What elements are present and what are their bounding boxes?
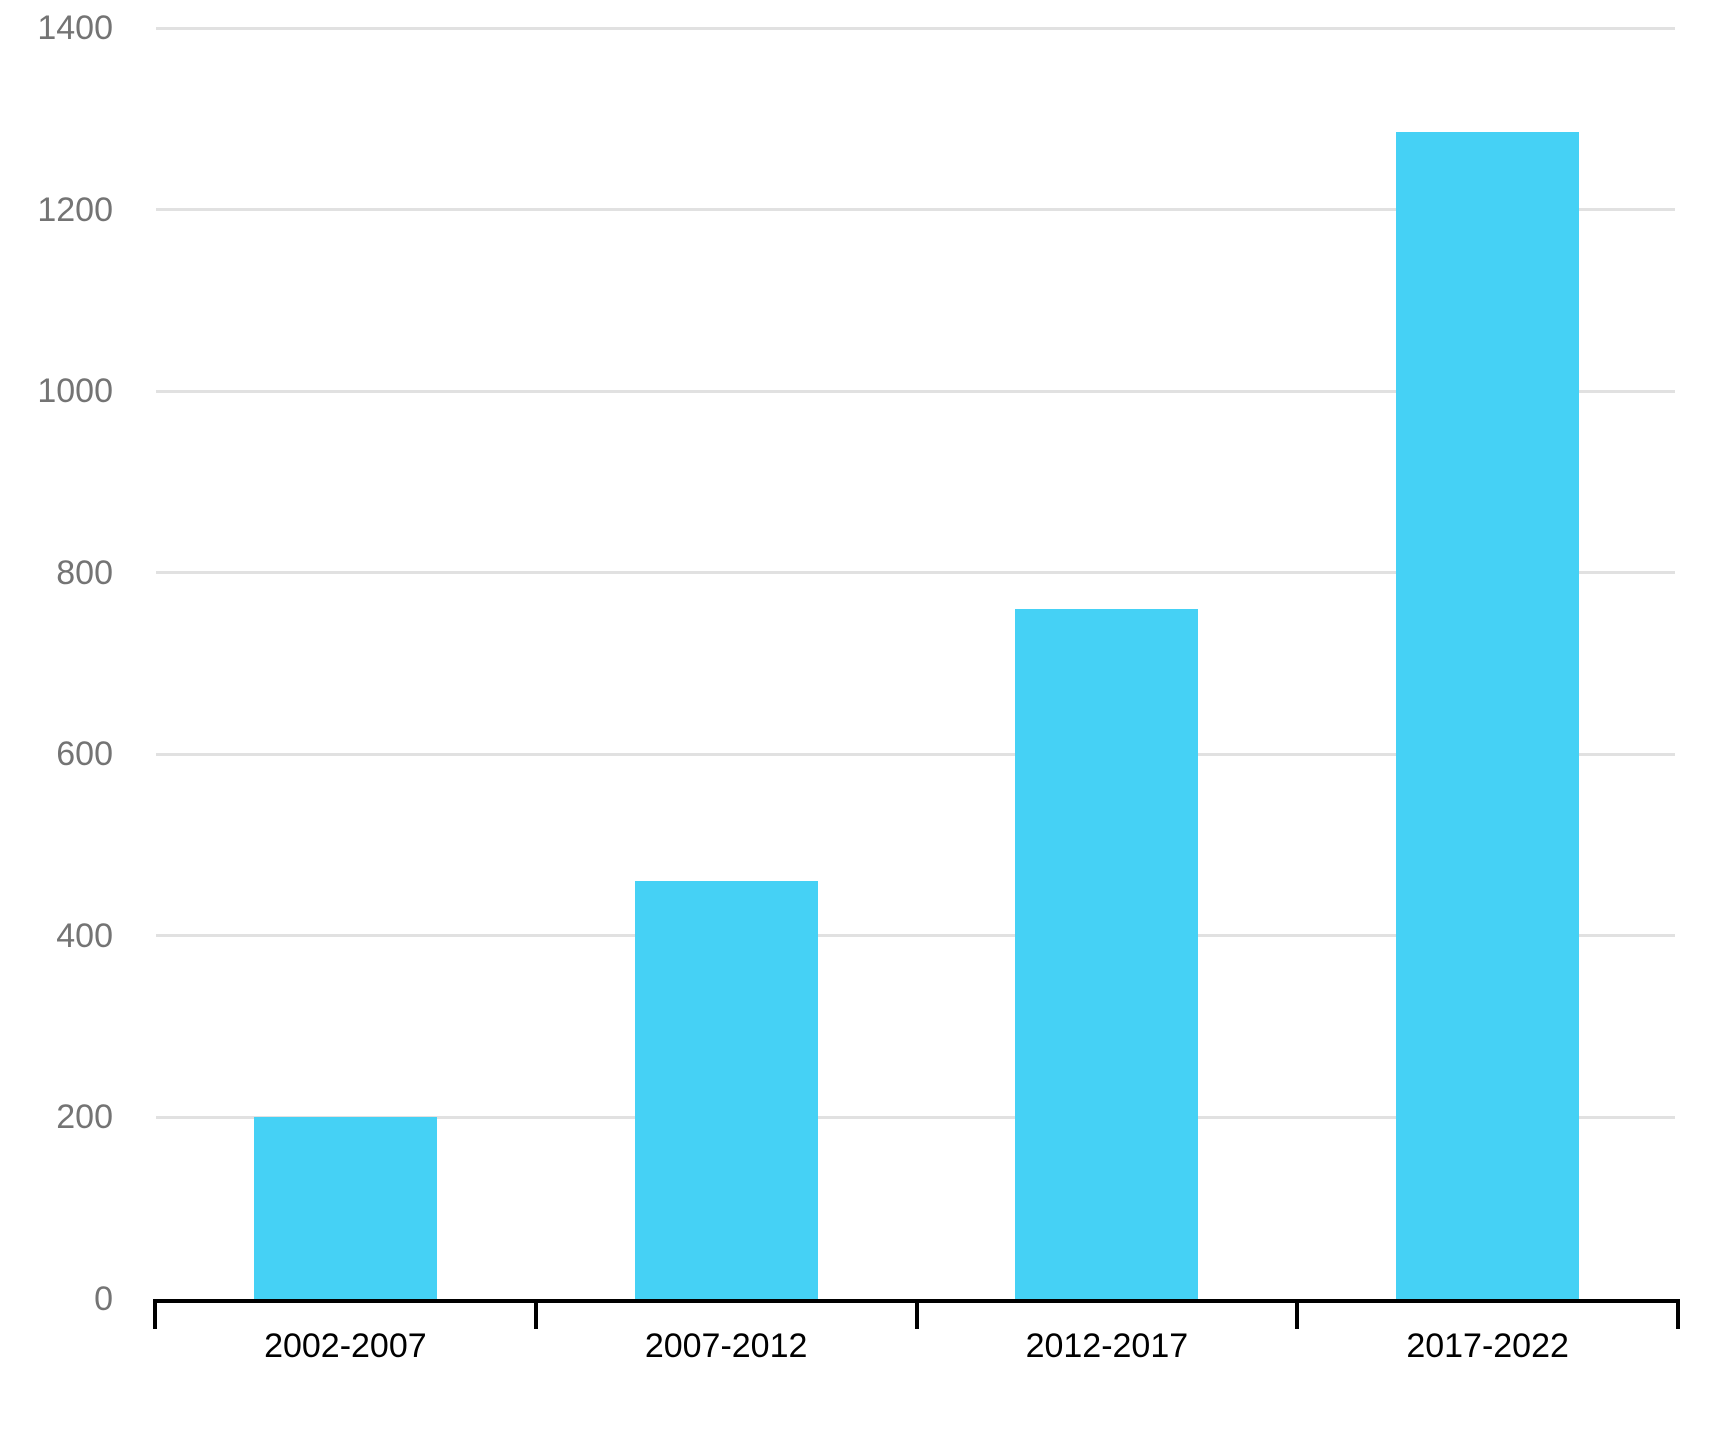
y-axis-label: 400 — [56, 916, 113, 955]
y-axis-label: 800 — [56, 553, 113, 592]
x-axis-tick — [533, 1299, 538, 1329]
y-axis-label: 1000 — [37, 372, 113, 411]
y-axis-label: 1200 — [37, 190, 113, 229]
x-axis-label: 2012-2017 — [1025, 1327, 1189, 1365]
bar-2002-2007 — [253, 1117, 437, 1302]
x-axis-tick — [1295, 1299, 1300, 1329]
bar-2012-2017 — [1015, 609, 1199, 1302]
x-axis-label: 2007-2012 — [644, 1327, 808, 1365]
x-axis-label: 2017-2022 — [1406, 1327, 1569, 1365]
x-axis-tick — [1676, 1299, 1680, 1329]
x-axis-line — [153, 1299, 1680, 1303]
gridline — [156, 389, 1675, 393]
gridline — [156, 208, 1675, 212]
y-axis-label: 1400 — [37, 9, 113, 47]
bar-2007-2012 — [634, 881, 818, 1302]
x-axis-tick — [914, 1299, 919, 1329]
gridline — [156, 26, 1675, 30]
gridline — [156, 752, 1675, 756]
x-axis-label: 2002-2007 — [264, 1327, 427, 1365]
y-axis-label: 200 — [56, 1098, 113, 1137]
gridline — [156, 571, 1675, 575]
bar-2017-2022 — [1396, 132, 1580, 1302]
gridline — [156, 1115, 1675, 1119]
gridline — [156, 934, 1675, 938]
x-axis-tick — [153, 1299, 157, 1329]
y-axis-label: 600 — [56, 735, 113, 774]
y-axis-label: 0 — [94, 1280, 113, 1318]
